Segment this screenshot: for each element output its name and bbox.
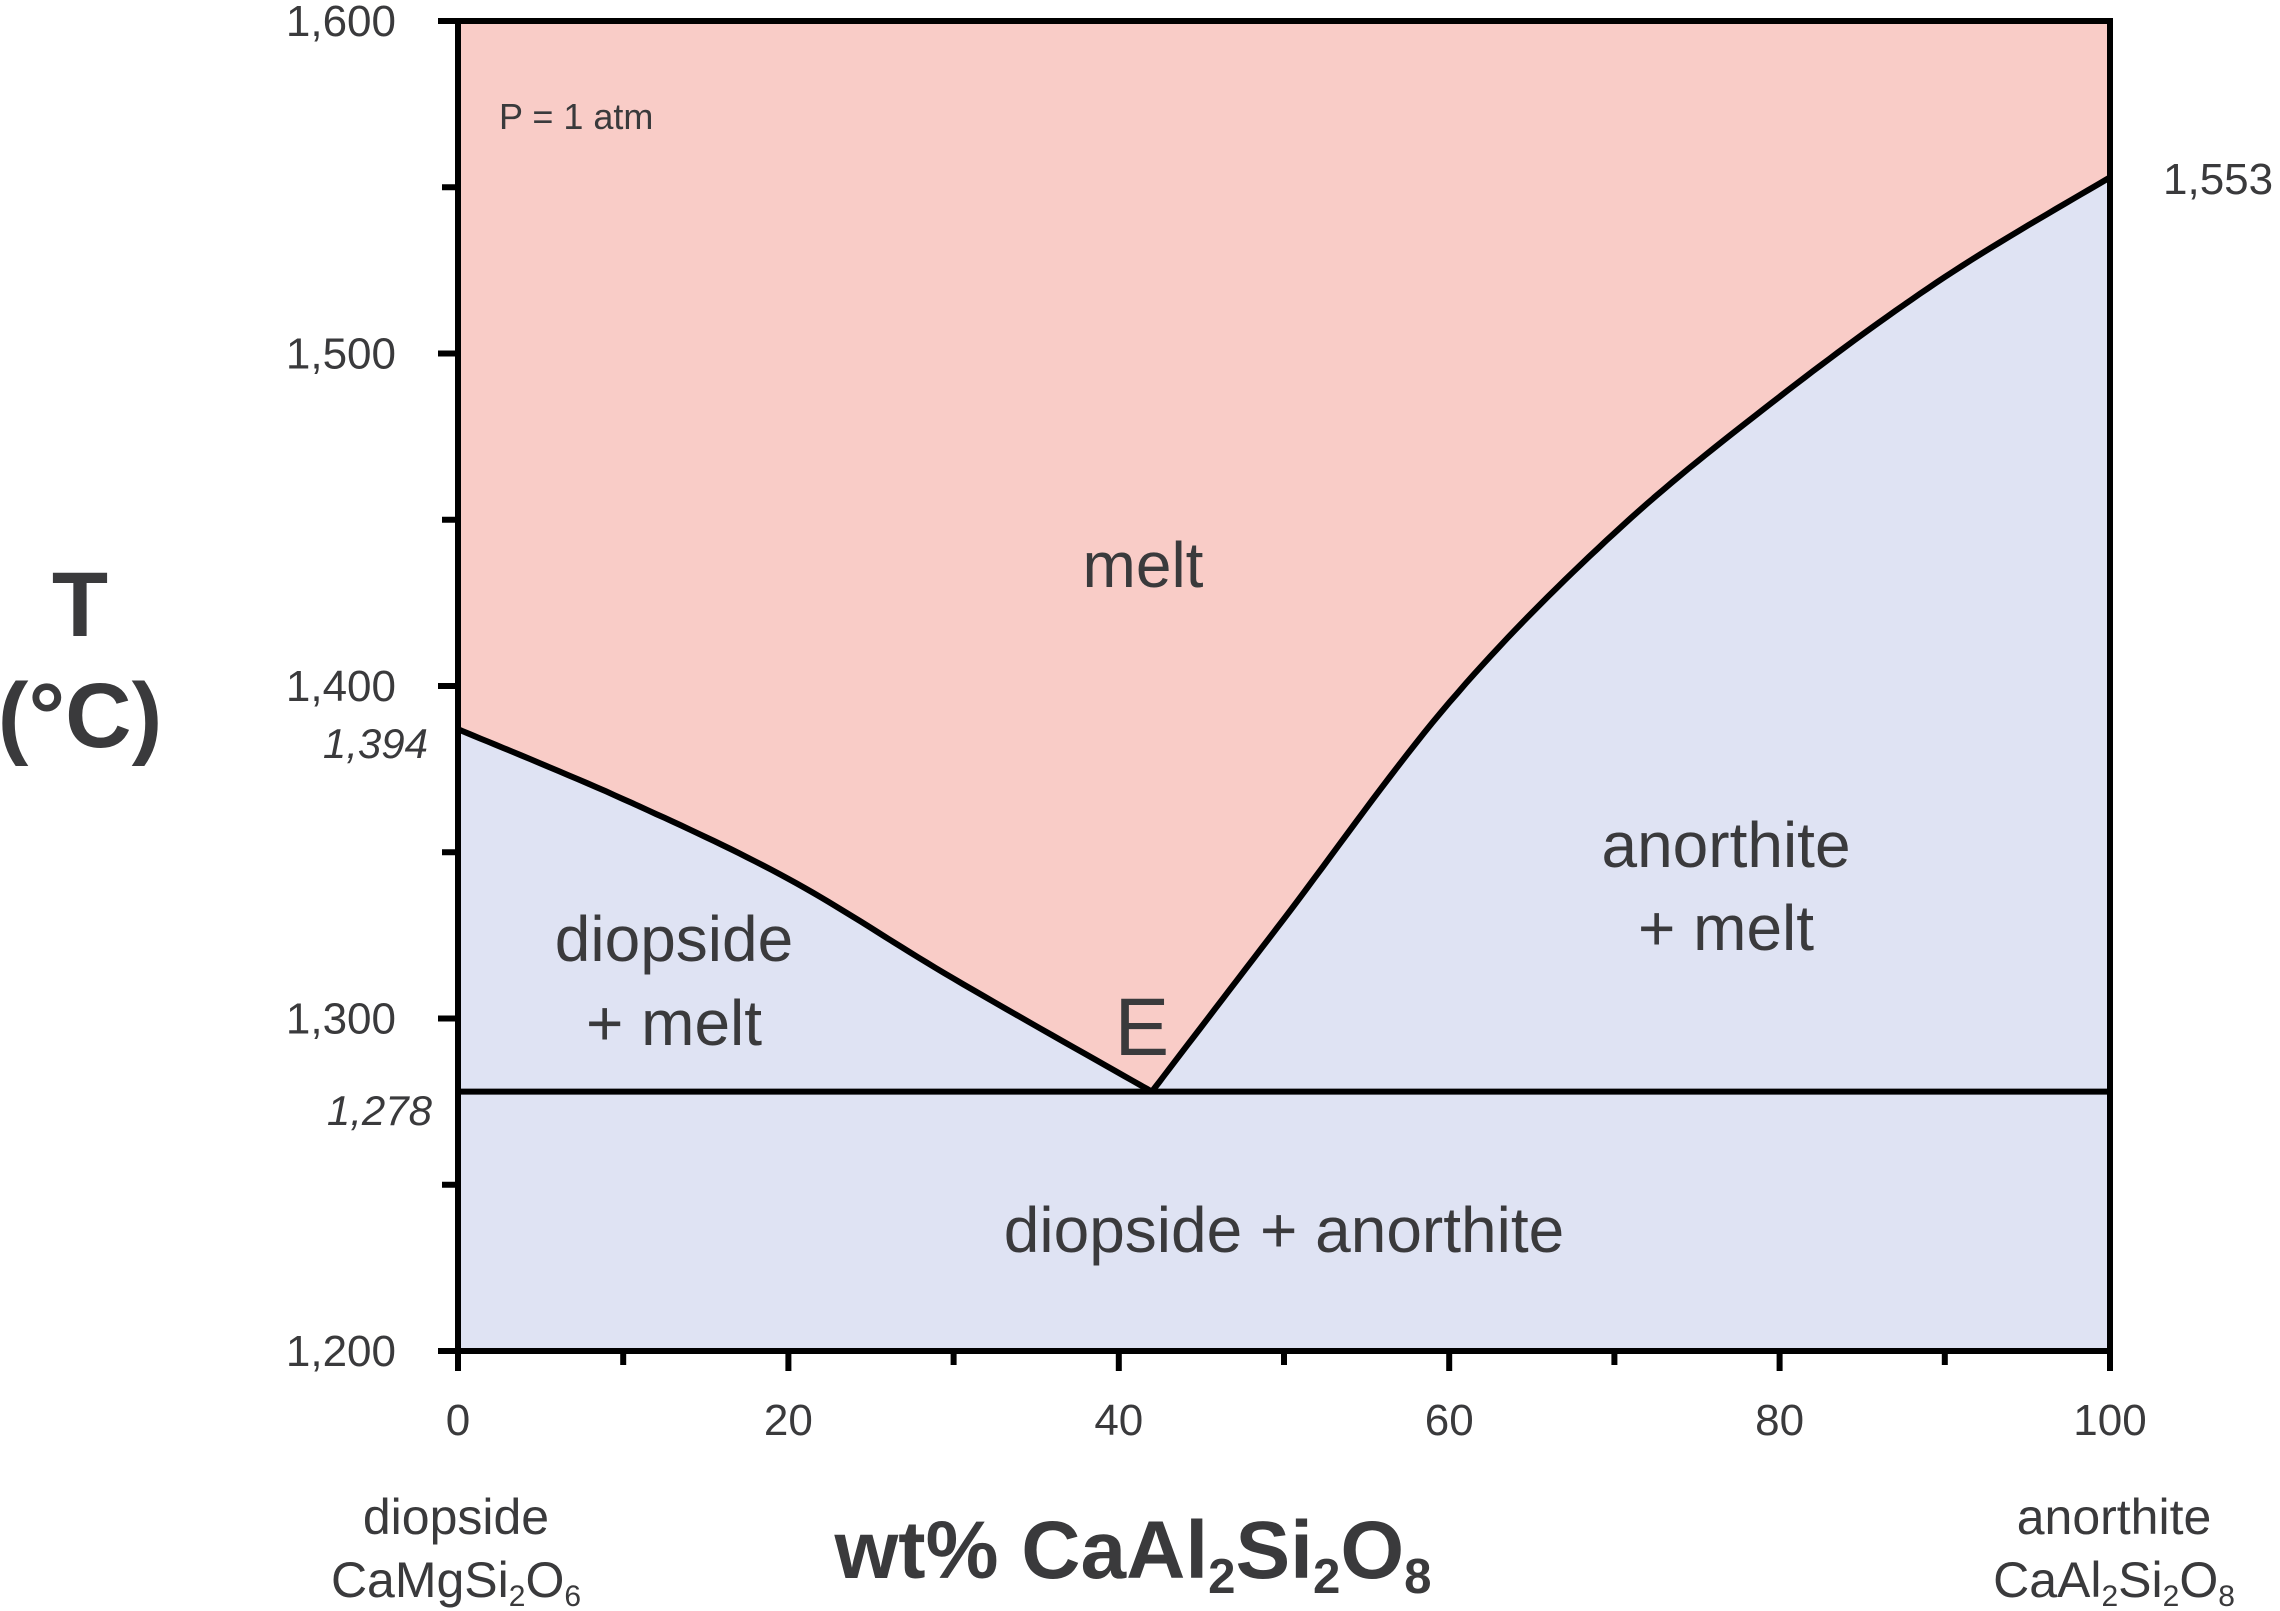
diopside-melt-label-line1: diopside xyxy=(555,903,793,975)
axis-ticks xyxy=(438,18,2113,1371)
phase-boundaries xyxy=(456,174,2112,1095)
x-tick-label: 0 xyxy=(446,1396,470,1445)
y-axis-title: T (°C) xyxy=(0,554,162,767)
melt-region-label: melt xyxy=(1083,529,1204,601)
right-end-member-label: anorthite CaAl2​Si2​O8​ xyxy=(1993,1489,2235,1611)
region-labels: melt diopside + melt anorthite + melt di… xyxy=(555,529,1851,1266)
x-tick-label: 40 xyxy=(1094,1396,1143,1445)
anorthite-liquidus-curve xyxy=(1149,174,2112,1094)
anorthite-melt-label-line1: anorthite xyxy=(1601,809,1850,881)
melt-region xyxy=(458,21,2110,1092)
y-tick-label: 1,200 xyxy=(286,1327,396,1376)
anorthite-melt-label-line2: + melt xyxy=(1638,892,1814,964)
y-tick-label: 1,500 xyxy=(286,330,396,379)
anorthite-formula: CaAl2​Si2​O8​ xyxy=(1993,1552,2235,1611)
axis-tick-labels: 0 20 40 60 80 100 1,200 1,300 1,400 1,500 1,600 xyxy=(286,0,2147,1445)
y-axis-title-unit: (°C) xyxy=(0,665,162,767)
eutectic-temperature-label: 1,278 xyxy=(327,1087,433,1134)
eutectic-label: E xyxy=(1114,982,1169,1073)
diopside-name: diopside xyxy=(363,1489,549,1545)
x-axis-title: wt% CaAl2​Si2​O8​ xyxy=(834,1505,1432,1604)
y-tick-label: 1,400 xyxy=(286,662,396,711)
x-tick-label: 80 xyxy=(1755,1396,1804,1445)
pressure-note: P = 1 atm xyxy=(499,96,653,137)
y-tick-label: 1,300 xyxy=(286,995,396,1044)
x-tick-label: 20 xyxy=(764,1396,813,1445)
anorthite-name: anorthite xyxy=(2017,1489,2212,1545)
x-tick-label: 100 xyxy=(2073,1396,2146,1445)
diopside-anorthite-label: diopside + anorthite xyxy=(1004,1194,1564,1266)
solid-region xyxy=(458,177,2110,1351)
left-end-member-label: diopside CaMgSi2​O6​ xyxy=(331,1489,581,1611)
x-tick-label: 60 xyxy=(1425,1396,1474,1445)
y-axis-title-symbol: T xyxy=(52,554,108,656)
diopside-liquidus-curve xyxy=(456,726,1154,1095)
diopside-melting-label: 1,394 xyxy=(323,720,428,767)
diopside-melt-label-line2: + melt xyxy=(586,987,762,1059)
y-tick-label: 1,600 xyxy=(286,0,396,46)
diopside-formula: CaMgSi2​O6​ xyxy=(331,1552,581,1611)
phase-regions xyxy=(458,21,2110,1351)
anorthite-melting-label: 1,553 xyxy=(2163,155,2273,204)
